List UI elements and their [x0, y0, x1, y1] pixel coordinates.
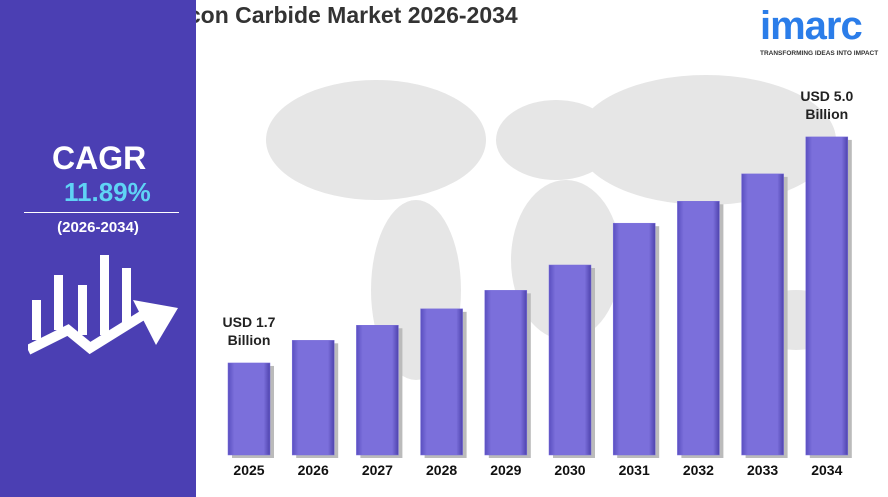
bar — [677, 201, 720, 456]
x-tick-label: 2029 — [490, 462, 522, 478]
cagr-rate: 11.89% — [64, 177, 151, 207]
bar — [805, 136, 849, 456]
value-label: USD 5.0 Billion — [800, 87, 854, 122]
value-label: USD 1.7 Billion — [222, 313, 276, 348]
x-tick-label: 2025 — [233, 462, 265, 478]
divider — [24, 212, 179, 213]
bar — [356, 325, 399, 456]
logo-tagline: TRANSFORMING IDEAS INTO IMPACT — [760, 50, 879, 57]
x-tick-label: 2028 — [426, 462, 458, 478]
x-tick-label: 2033 — [747, 462, 779, 478]
sidebar: CAGR 11.89% (2026-2034) — [0, 0, 196, 497]
bar — [612, 222, 656, 456]
bar — [227, 362, 271, 456]
bar — [741, 173, 784, 456]
x-tick-label: 2032 — [682, 462, 714, 478]
x-tick-label: 2027 — [361, 462, 393, 478]
bar — [484, 290, 528, 456]
x-tick-label: 2031 — [618, 462, 650, 478]
x-tick-label: 2026 — [297, 462, 329, 478]
logo-name: imarc — [760, 4, 863, 48]
bar — [291, 340, 335, 456]
cagr-period: (2026-2034) — [57, 219, 139, 236]
x-tick-label: 2030 — [554, 462, 586, 478]
bar — [420, 308, 463, 456]
x-tick-label: 2034 — [811, 462, 843, 478]
bar — [548, 264, 592, 456]
cagr-label: CAGR — [52, 140, 147, 176]
growth-icon — [28, 255, 178, 355]
